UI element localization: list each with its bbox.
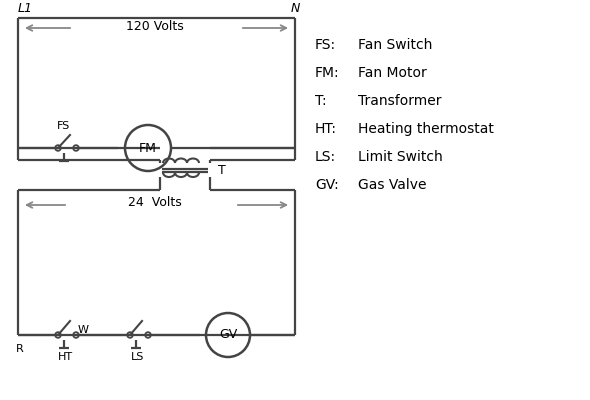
Text: GV: GV — [219, 328, 237, 342]
Text: FM: FM — [139, 142, 157, 154]
Text: LS:: LS: — [315, 150, 336, 164]
Text: Limit Switch: Limit Switch — [358, 150, 442, 164]
Text: FM:: FM: — [315, 66, 340, 80]
Text: L1: L1 — [18, 2, 33, 15]
Text: Fan Switch: Fan Switch — [358, 38, 432, 52]
Text: W: W — [77, 325, 88, 335]
Text: Transformer: Transformer — [358, 94, 441, 108]
Text: HT:: HT: — [315, 122, 337, 136]
Text: T:: T: — [315, 94, 327, 108]
Text: HT: HT — [57, 352, 73, 362]
Text: LS: LS — [132, 352, 145, 362]
Text: 24  Volts: 24 Volts — [128, 196, 182, 210]
Text: Heating thermostat: Heating thermostat — [358, 122, 494, 136]
Text: GV:: GV: — [315, 178, 339, 192]
Text: T: T — [218, 164, 226, 176]
Text: FS: FS — [57, 121, 70, 131]
Text: FS:: FS: — [315, 38, 336, 52]
Text: Fan Motor: Fan Motor — [358, 66, 427, 80]
Text: R: R — [16, 344, 24, 354]
Text: N: N — [290, 2, 300, 15]
Text: 120 Volts: 120 Volts — [126, 20, 184, 32]
Text: Gas Valve: Gas Valve — [358, 178, 427, 192]
